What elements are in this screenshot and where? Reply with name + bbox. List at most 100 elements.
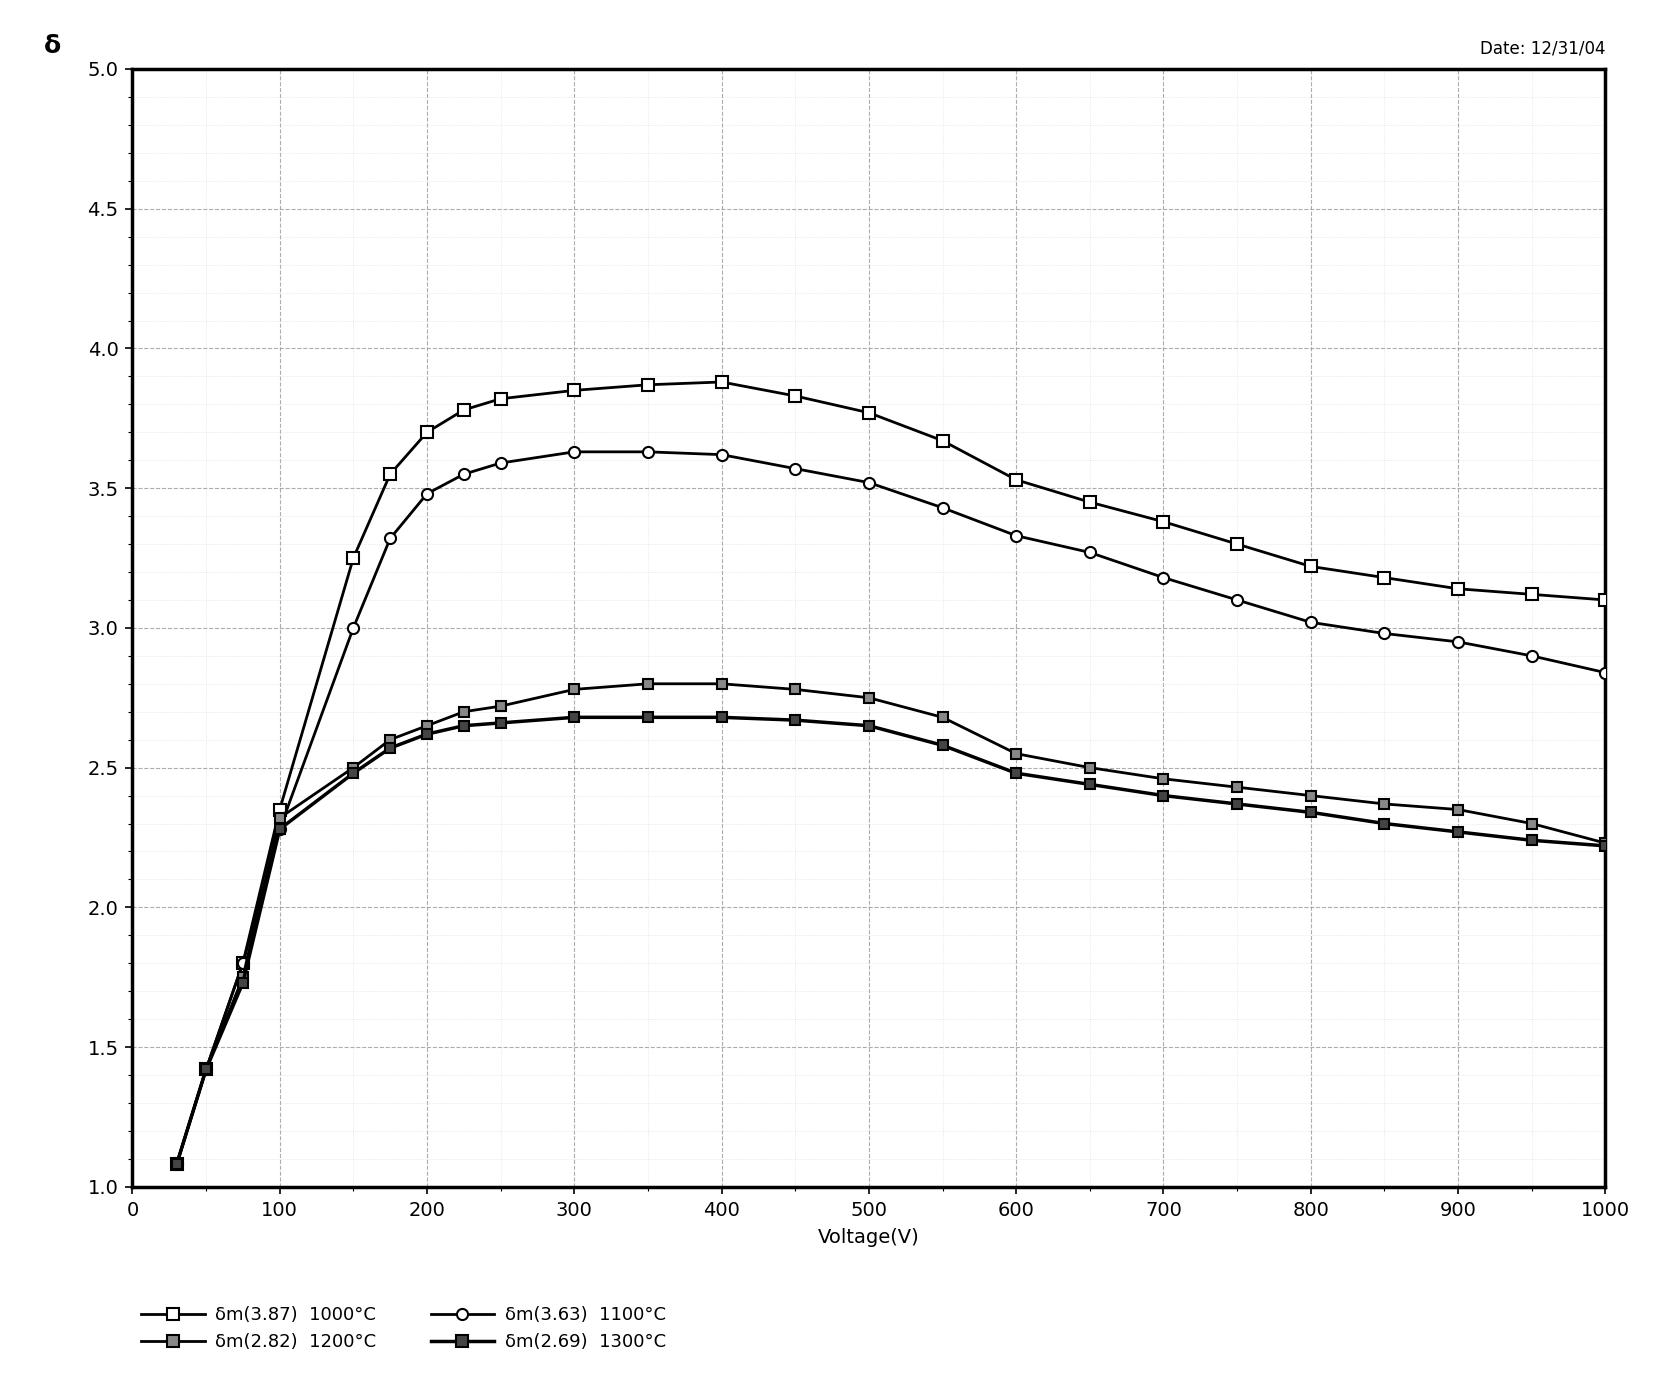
- δm(2.69)  1300°C: [1006, 765, 1026, 781]
- δm(2.82)  1200°C: [1154, 770, 1173, 787]
- δm(2.82)  1200°C: [197, 1061, 215, 1078]
- δm(2.69)  1300°C: [233, 974, 253, 991]
- δm(3.63)  1100°C: [1374, 625, 1394, 642]
- δm(3.63)  1100°C: [417, 486, 437, 502]
- Line: δm(2.69)  1300°C: δm(2.69) 1300°C: [172, 712, 1610, 1169]
- δm(3.63)  1100°C: [1521, 647, 1541, 664]
- δm(3.87)  1000°C: [1006, 472, 1026, 489]
- Text: Date: 12/31/04: Date: 12/31/04: [1480, 40, 1605, 58]
- δm(3.63)  1100°C: [637, 443, 657, 460]
- δm(3.87)  1000°C: [564, 382, 584, 399]
- δm(2.82)  1200°C: [1374, 796, 1394, 813]
- δm(3.87)  1000°C: [1226, 535, 1248, 552]
- δm(2.82)  1200°C: [417, 718, 437, 734]
- δm(3.63)  1100°C: [1595, 664, 1615, 680]
- δm(2.69)  1300°C: [1079, 776, 1099, 792]
- Line: δm(2.82)  1200°C: δm(2.82) 1200°C: [172, 679, 1610, 1169]
- δm(2.69)  1300°C: [167, 1156, 187, 1173]
- δm(2.82)  1200°C: [1079, 759, 1099, 776]
- δm(3.87)  1000°C: [1374, 570, 1394, 586]
- δm(3.63)  1100°C: [490, 455, 510, 472]
- δm(2.82)  1200°C: [1521, 816, 1541, 832]
- δm(2.69)  1300°C: [859, 718, 879, 734]
- δm(3.63)  1100°C: [932, 500, 952, 516]
- δm(2.69)  1300°C: [1448, 824, 1468, 840]
- δm(2.69)  1300°C: [564, 709, 584, 726]
- δm(2.82)  1200°C: [381, 731, 401, 748]
- δm(3.87)  1000°C: [1595, 592, 1615, 609]
- δm(2.82)  1200°C: [453, 704, 473, 720]
- δm(2.69)  1300°C: [490, 715, 510, 731]
- δm(3.63)  1100°C: [1301, 614, 1321, 631]
- δm(2.82)  1200°C: [1301, 787, 1321, 803]
- Text: δ: δ: [45, 34, 61, 58]
- δm(2.82)  1200°C: [784, 682, 804, 698]
- Legend: δm(3.87)  1000°C, δm(2.82)  1200°C, δm(3.63)  1100°C, δm(2.69)  1300°C: δm(3.87) 1000°C, δm(2.82) 1200°C, δm(3.6…: [141, 1305, 665, 1351]
- δm(2.82)  1200°C: [233, 969, 253, 985]
- δm(3.87)  1000°C: [637, 377, 657, 393]
- δm(3.63)  1100°C: [1226, 592, 1248, 609]
- δm(3.63)  1100°C: [453, 466, 473, 483]
- δm(3.87)  1000°C: [712, 374, 732, 391]
- δm(3.87)  1000°C: [1301, 558, 1321, 574]
- δm(3.87)  1000°C: [344, 549, 364, 566]
- X-axis label: Voltage(V): Voltage(V): [818, 1228, 920, 1248]
- δm(2.69)  1300°C: [712, 709, 732, 726]
- δm(3.87)  1000°C: [490, 391, 510, 407]
- δm(3.87)  1000°C: [1154, 513, 1173, 530]
- δm(3.63)  1100°C: [1006, 527, 1026, 544]
- δm(2.69)  1300°C: [381, 740, 401, 756]
- δm(2.69)  1300°C: [1301, 805, 1321, 821]
- δm(2.69)  1300°C: [932, 737, 952, 753]
- δm(2.69)  1300°C: [1374, 816, 1394, 832]
- δm(2.69)  1300°C: [1595, 838, 1615, 854]
- δm(3.63)  1100°C: [859, 475, 879, 491]
- δm(3.87)  1000°C: [167, 1156, 187, 1173]
- δm(2.69)  1300°C: [784, 712, 804, 729]
- δm(3.87)  1000°C: [859, 404, 879, 421]
- δm(2.69)  1300°C: [197, 1061, 215, 1078]
- δm(3.87)  1000°C: [197, 1061, 215, 1078]
- δm(3.63)  1100°C: [1154, 570, 1173, 586]
- Line: δm(3.63)  1100°C: δm(3.63) 1100°C: [170, 446, 1610, 1170]
- δm(3.87)  1000°C: [453, 402, 473, 418]
- δm(2.69)  1300°C: [344, 765, 364, 781]
- δm(3.63)  1100°C: [167, 1156, 187, 1173]
- δm(2.82)  1200°C: [1006, 745, 1026, 762]
- Line: δm(3.87)  1000°C: δm(3.87) 1000°C: [170, 377, 1610, 1170]
- δm(3.63)  1100°C: [784, 461, 804, 477]
- δm(3.87)  1000°C: [784, 388, 804, 404]
- δm(3.63)  1100°C: [712, 446, 732, 462]
- δm(2.69)  1300°C: [1521, 832, 1541, 849]
- δm(3.63)  1100°C: [1079, 544, 1099, 560]
- δm(3.87)  1000°C: [381, 466, 401, 483]
- δm(2.69)  1300°C: [417, 726, 437, 742]
- δm(2.82)  1200°C: [564, 682, 584, 698]
- δm(2.69)  1300°C: [453, 718, 473, 734]
- δm(2.82)  1200°C: [167, 1156, 187, 1173]
- δm(3.87)  1000°C: [417, 424, 437, 440]
- δm(2.82)  1200°C: [1448, 802, 1468, 818]
- δm(2.82)  1200°C: [712, 676, 732, 693]
- δm(3.87)  1000°C: [1448, 581, 1468, 598]
- δm(3.87)  1000°C: [932, 432, 952, 448]
- δm(3.63)  1100°C: [381, 530, 401, 546]
- δm(2.82)  1200°C: [270, 810, 290, 827]
- δm(2.69)  1300°C: [637, 709, 657, 726]
- δm(2.69)  1300°C: [1154, 787, 1173, 803]
- δm(2.82)  1200°C: [859, 690, 879, 707]
- δm(3.87)  1000°C: [270, 802, 290, 818]
- δm(3.63)  1100°C: [233, 955, 253, 972]
- δm(2.82)  1200°C: [490, 698, 510, 715]
- δm(2.82)  1200°C: [344, 759, 364, 776]
- δm(2.82)  1200°C: [1595, 835, 1615, 851]
- δm(3.87)  1000°C: [1079, 494, 1099, 511]
- δm(3.87)  1000°C: [233, 955, 253, 972]
- δm(3.63)  1100°C: [270, 821, 290, 838]
- δm(2.69)  1300°C: [1226, 796, 1248, 813]
- δm(3.63)  1100°C: [197, 1061, 215, 1078]
- δm(3.63)  1100°C: [564, 443, 584, 460]
- δm(3.87)  1000°C: [1521, 586, 1541, 603]
- δm(3.63)  1100°C: [344, 620, 364, 636]
- δm(2.82)  1200°C: [637, 676, 657, 693]
